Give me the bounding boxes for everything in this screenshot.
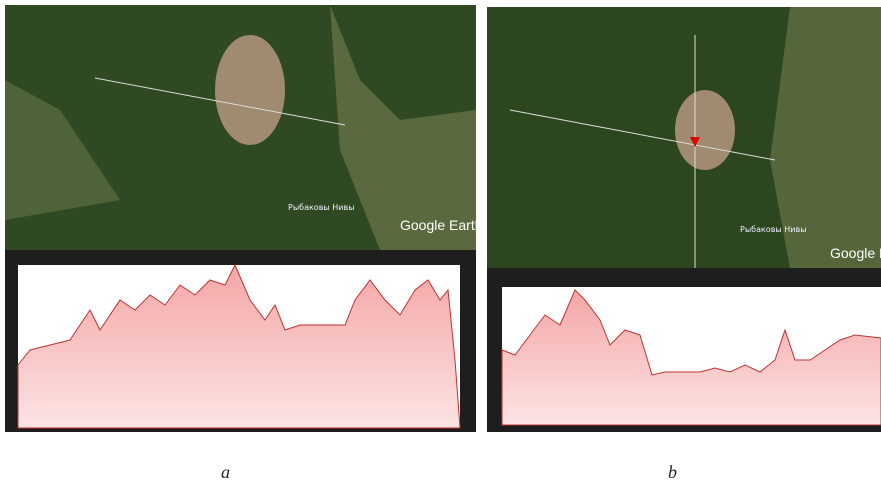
place-name: Рыбаковы Нивы <box>288 203 355 212</box>
toolbar <box>487 268 881 282</box>
path-line <box>509 109 776 161</box>
fields <box>5 80 120 220</box>
logo: Google Earth <box>830 245 881 261</box>
panel-a: Рыбаковы Нивы Google Earth <box>5 5 483 432</box>
clearing <box>215 35 285 145</box>
elevation-profile <box>501 289 881 426</box>
toolbar <box>5 250 476 262</box>
clearing <box>675 90 735 170</box>
elevation-profile <box>17 263 461 429</box>
panel-label: b <box>668 462 677 482</box>
panel-label: a <box>221 462 230 482</box>
fields <box>330 5 476 250</box>
place-name: Рыбаковы Нивы <box>740 225 807 234</box>
fields <box>770 7 881 268</box>
logo: Google Earth <box>400 217 483 233</box>
marker <box>690 137 700 147</box>
path-line <box>94 77 346 126</box>
panel-b: Рыбаковы Нивы Google Earth <box>487 7 881 432</box>
